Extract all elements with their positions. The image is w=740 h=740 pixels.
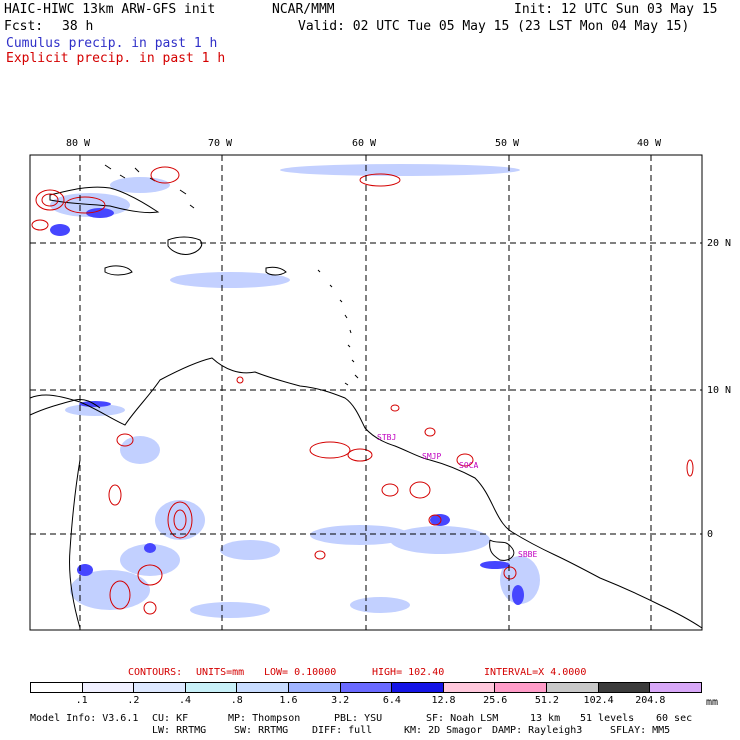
colorbar-swatch — [237, 683, 290, 692]
site-soca: SOCA — [459, 461, 479, 470]
footer-lw: LW: RRTMG — [152, 725, 207, 736]
colorbar-label: 1.6 — [279, 695, 298, 706]
footer-resolution: 13 km — [530, 713, 561, 724]
footer-mp: MP: Thompson — [228, 713, 301, 724]
colorbar-label: .4 — [179, 695, 192, 706]
footer-sf: SF: Noah LSM — [426, 713, 499, 724]
contours-title: CONTOURS: — [128, 667, 183, 678]
valid-time: Valid: 02 UTC Tue 05 May 15 (23 LST Mon … — [298, 19, 690, 34]
site-stbj: STBJ — [377, 433, 397, 442]
colorbar-label: 12.8 — [431, 695, 456, 706]
colorbar-swatch — [289, 683, 341, 692]
colorbar-swatch — [340, 683, 393, 692]
fcst-label: Fcst: — [4, 19, 44, 34]
footer-timestep: 60 sec — [656, 713, 693, 724]
contours-interval: INTERVAL=X 4.0000 — [484, 667, 587, 678]
footer-sw: SW: RRTMG — [234, 725, 289, 736]
colorbar-swatch — [31, 683, 83, 692]
colorbar-unit: mm — [706, 697, 719, 708]
fcst-value: 38 h — [62, 19, 94, 34]
site-sbbe: SBBE — [518, 550, 538, 559]
cumulus-legend: Cumulus precip. in past 1 h — [6, 36, 218, 51]
init-time: Init: 12 UTC Sun 03 May 15 — [514, 2, 718, 17]
explicit-contours — [31, 166, 694, 615]
lon-tick-70w: 70 W — [208, 138, 233, 149]
footer-model-info: Model Info: V3.6.1 — [30, 713, 139, 724]
colorbar-swatch — [650, 683, 701, 692]
lon-tick-50w: 50 W — [495, 138, 520, 149]
footer-pbl: PBL: YSU — [334, 713, 383, 724]
footer-sflay: SFLAY: MM5 — [610, 725, 671, 736]
model-title: HAIC-HIWC 13km ARW-GFS init — [4, 2, 216, 17]
colorbar-label: 6.4 — [382, 695, 401, 706]
lon-tick-40w: 40 W — [637, 138, 662, 149]
site-smjp: SMJP — [422, 452, 442, 461]
colorbar-swatch — [598, 683, 651, 692]
lon-tick-80w: 80 W — [66, 138, 91, 149]
contours-low: LOW= 0.10000 — [264, 667, 337, 678]
colorbar-label: 102.4 — [583, 695, 614, 706]
contours-high: HIGH= 102.40 — [372, 667, 445, 678]
colorbar-label: 25.6 — [483, 695, 508, 706]
coastlines — [29, 164, 703, 629]
colorbar-label: 3.2 — [331, 695, 350, 706]
footer-cu: CU: KF — [152, 713, 189, 724]
footer-km: KM: 2D Smagor — [404, 725, 483, 736]
lat-tick-10n: 10 N — [707, 385, 732, 396]
lon-tick-60w: 60 W — [352, 138, 377, 149]
colorbar-swatch — [443, 683, 496, 692]
contours-units: UNITS=mm — [196, 667, 245, 678]
colorbar-label: 51.2 — [534, 695, 559, 706]
footer-diff: DIFF: full — [312, 725, 373, 736]
colorbar-swatch — [82, 683, 135, 692]
cumulus-cores — [50, 208, 524, 605]
colorbar-label: 204.8 — [635, 695, 666, 706]
lat-tick-0: 0 — [707, 529, 714, 540]
footer-levels: 51 levels — [580, 713, 635, 724]
explicit-legend: Explicit precip. in past 1 h — [6, 51, 226, 66]
colorbar-swatch — [134, 683, 186, 692]
colorbar — [30, 682, 702, 693]
footer-damp: DAMP: Rayleigh3 — [492, 725, 583, 736]
cumulus-shading — [50, 164, 540, 618]
graticule — [30, 155, 702, 630]
colorbar-swatch — [547, 683, 599, 692]
colorbar-label: .1 — [75, 695, 88, 706]
lat-tick-20n: 20 N — [707, 238, 732, 249]
colorbar-swatch — [185, 683, 238, 692]
colorbar-label: .8 — [230, 695, 243, 706]
center-label: NCAR/MMM — [272, 2, 335, 17]
colorbar-label: .2 — [127, 695, 140, 706]
colorbar-swatch — [392, 683, 444, 692]
colorbar-swatch — [495, 683, 548, 692]
